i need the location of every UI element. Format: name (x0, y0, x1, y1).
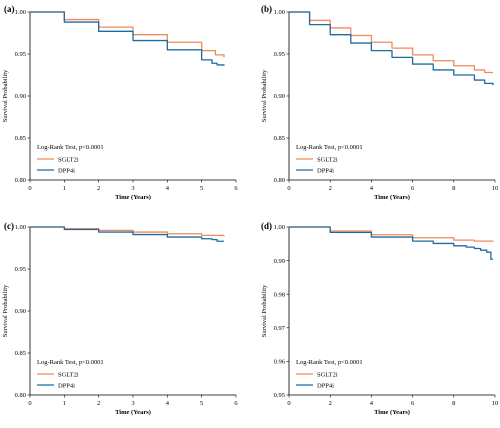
panel-letter: (b) (261, 4, 272, 14)
legend-label-dpp4i: DPP4i (317, 167, 334, 174)
y-tick-label: 0.90 (15, 308, 26, 315)
y-tick-label: 0.95 (274, 392, 285, 399)
y-tick-label: 0.85 (15, 350, 26, 357)
y-tick-label: 0.97 (274, 325, 286, 332)
y-tick-label: 1.00 (274, 224, 285, 231)
x-axis-label: Time (Years) (115, 409, 151, 416)
y-axis-label: Survival Probability (261, 284, 268, 337)
x-tick-label: 4 (166, 185, 170, 192)
panel-letter: (a) (4, 4, 15, 14)
series-line-sglt2i (289, 226, 494, 242)
x-tick-label: 8 (452, 400, 455, 407)
panel-letter: (d) (261, 221, 272, 231)
x-tick-label: 5 (200, 185, 203, 192)
x-tick-label: 1 (63, 400, 66, 407)
x-axis-label: Time (Years) (374, 409, 410, 416)
x-tick-label: 6 (411, 185, 415, 192)
y-tick-label: 1.00 (15, 224, 26, 231)
log-rank-annotation: Log-Rank Test, p<0.0001 (296, 144, 363, 151)
y-tick-label: 0.98 (274, 291, 285, 298)
y-axis-label: Survival Probability (2, 69, 9, 122)
y-tick-label: 1.00 (274, 9, 285, 16)
x-tick-label: 3 (131, 400, 134, 407)
y-tick-label: 1.00 (15, 9, 26, 16)
log-rank-annotation: Log-Rank Test, p<0.0001 (37, 144, 104, 151)
x-tick-label: 10 (492, 400, 499, 407)
y-tick-label: 0.80 (15, 392, 26, 399)
x-tick-label: 6 (234, 185, 238, 192)
y-tick-label: 0.80 (274, 177, 285, 184)
y-tick-label: 0.90 (274, 93, 285, 100)
x-tick-label: 2 (97, 400, 100, 407)
legend-label-sglt2i: SGLT2i (317, 156, 338, 163)
x-tick-label: 3 (131, 185, 134, 192)
x-tick-label: 5 (200, 400, 203, 407)
series-line-sglt2i (289, 11, 493, 74)
legend-label-dpp4i: DPP4i (317, 382, 334, 389)
y-tick-label: 0.85 (15, 135, 26, 142)
x-tick-label: 6 (234, 400, 238, 407)
x-tick-label: 0 (28, 185, 31, 192)
y-tick-label: 0.85 (274, 135, 285, 142)
legend-label-sglt2i: SGLT2i (58, 156, 79, 163)
y-tick-label: 0.95 (15, 51, 26, 58)
x-tick-label: 10 (492, 185, 499, 192)
series-line-dpp4i (30, 11, 225, 66)
x-tick-label: 1 (63, 185, 66, 192)
y-axis-label: Survival Probability (2, 284, 9, 337)
panel-c: (c) 0 1 2 3 4 5 6 0.80 0.85 0.90 0.95 1.00 Time (Year… (2, 221, 238, 416)
x-tick-label: 4 (370, 185, 374, 192)
legend-label-sglt2i: SGLT2i (58, 371, 79, 378)
panel-a: (a) 0 1 2 3 4 5 6 0.80 0.85 0.90 0.95 1.00 Time (Year… (2, 4, 238, 201)
y-tick-label: 0.95 (274, 51, 285, 58)
legend-label-dpp4i: DPP4i (58, 167, 75, 174)
y-tick-label: 0.95 (15, 266, 26, 273)
x-tick-label: 6 (411, 400, 415, 407)
x-axis-label: Time (Years) (374, 194, 410, 201)
series-line-dpp4i (30, 226, 224, 242)
y-axis-label: Survival Probability (261, 69, 268, 122)
x-tick-label: 2 (97, 185, 100, 192)
legend-label-dpp4i: DPP4i (58, 382, 75, 389)
panel-d: (d) 0 2 4 6 8 10 0.95 0.96 0.97 0.98 0.99 1.00 Time (… (261, 221, 498, 416)
x-tick-label: 0 (287, 400, 290, 407)
x-tick-label: 8 (452, 185, 455, 192)
log-rank-annotation: Log-Rank Test, p<0.0001 (296, 359, 363, 366)
y-tick-label: 0.96 (274, 359, 286, 366)
series-line-sglt2i (30, 11, 225, 58)
x-tick-label: 4 (370, 400, 374, 407)
x-tick-label: 0 (287, 185, 290, 192)
x-axis-label: Time (Years) (115, 194, 151, 201)
y-tick-label: 0.80 (15, 177, 26, 184)
log-rank-annotation: Log-Rank Test, p<0.0001 (37, 359, 104, 366)
y-tick-label: 0.99 (274, 258, 285, 265)
legend-label-sglt2i: SGLT2i (317, 371, 338, 378)
series-line-dpp4i (289, 11, 494, 86)
x-tick-label: 4 (166, 400, 170, 407)
x-tick-label: 0 (28, 400, 31, 407)
x-tick-label: 2 (329, 185, 332, 192)
x-tick-label: 2 (329, 400, 332, 407)
series-line-dpp4i (289, 226, 493, 260)
y-tick-label: 0.90 (15, 93, 26, 100)
panel-letter: (c) (4, 221, 14, 231)
panel-b: (b) 0 2 4 6 8 10 0.80 0.85 0.90 0.95 1.00 Time (Year… (261, 4, 498, 201)
